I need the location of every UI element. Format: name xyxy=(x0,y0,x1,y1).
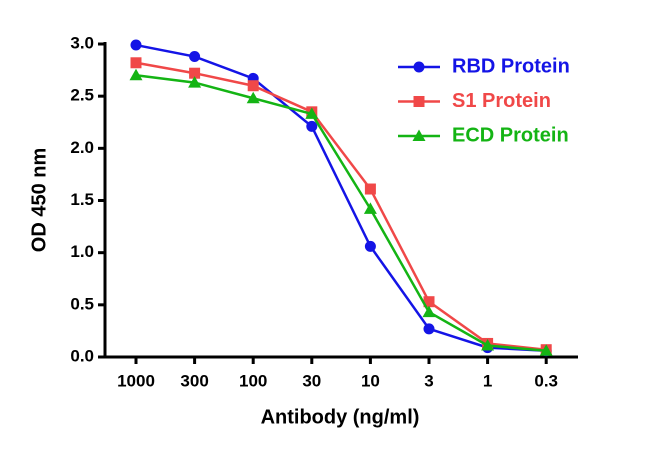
data-point xyxy=(423,323,435,335)
legend-marker xyxy=(412,129,426,141)
series-line xyxy=(135,74,547,352)
data-point xyxy=(189,67,201,79)
data-point xyxy=(422,305,436,318)
legend-text: S1 Protein xyxy=(452,90,551,112)
x-tick-label: 3 xyxy=(424,371,433,390)
y-tick-label: 1.0 xyxy=(70,242,94,261)
legend-marker xyxy=(413,96,425,107)
data-point xyxy=(423,296,435,308)
data-point xyxy=(130,39,142,51)
data-point xyxy=(481,339,495,351)
series-line xyxy=(135,61,547,351)
x-tick-label: 10 xyxy=(361,371,380,390)
y-tick-label: 1.5 xyxy=(70,190,94,209)
y-tick-label: 0.0 xyxy=(70,346,94,365)
data-point xyxy=(129,68,143,81)
x-tick-label: 0.3 xyxy=(534,371,558,390)
y-tick-label: 2.0 xyxy=(70,138,94,157)
y-axis-title: OD 450 nm xyxy=(28,148,50,252)
legend-text: ECD Protein xyxy=(452,124,569,146)
data-point xyxy=(364,240,376,252)
legend-marker xyxy=(413,61,425,73)
data-point xyxy=(247,80,259,92)
data-point xyxy=(363,202,377,214)
y-tick-label: 0.5 xyxy=(70,294,94,313)
x-tick-label: 30 xyxy=(302,371,321,390)
x-tick-label: 300 xyxy=(180,371,208,390)
data-point xyxy=(306,120,318,132)
legend-text: RBD Protein xyxy=(452,55,570,77)
series-line xyxy=(135,43,547,352)
data-point xyxy=(305,107,319,119)
data-point xyxy=(130,57,142,69)
x-tick-label: 100 xyxy=(239,371,267,390)
y-tick-label: 3.0 xyxy=(70,33,94,52)
data-point xyxy=(188,76,202,88)
x-tick-label: 1000 xyxy=(117,371,155,390)
data-point xyxy=(246,91,260,104)
y-tick-label: 2.5 xyxy=(70,86,94,105)
x-axis-title: Antibody (ng/ml) xyxy=(261,406,420,428)
x-tick-label: 1 xyxy=(483,371,492,390)
data-point xyxy=(364,183,376,195)
data-point xyxy=(539,344,553,356)
data-point xyxy=(189,51,201,63)
